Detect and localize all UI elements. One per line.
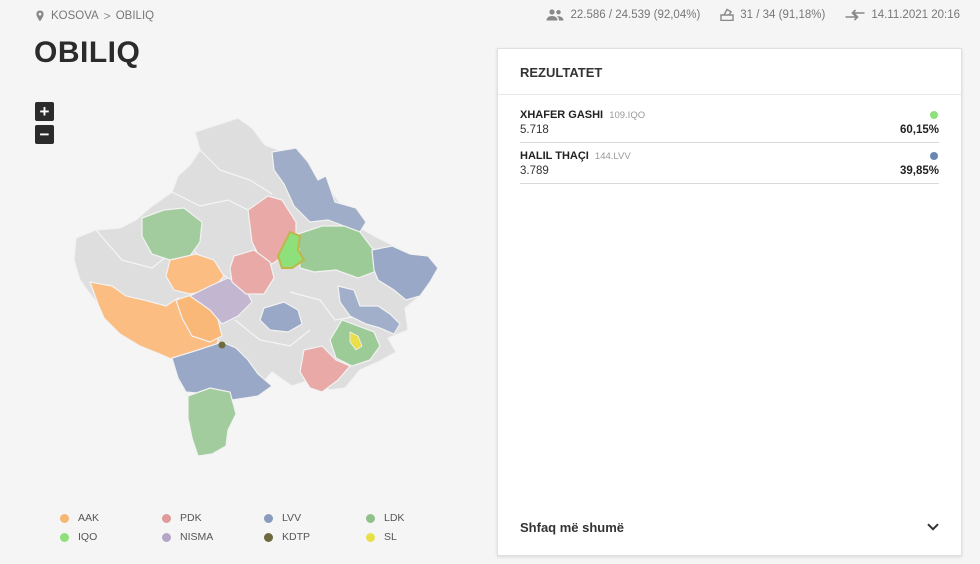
legend: AAK PDK LVV LDK IQO NISMA KDTP SL bbox=[60, 512, 480, 543]
kosovo-municipality-map[interactable] bbox=[60, 110, 460, 470]
legend-label: AAK bbox=[78, 512, 100, 524]
breadcrumb-separator: > bbox=[103, 9, 111, 23]
legend-item-aak: AAK bbox=[60, 512, 162, 524]
results-heading: REZULTATET bbox=[498, 49, 961, 95]
legend-dot bbox=[162, 513, 171, 523]
legend-item-kdtp: KDTP bbox=[264, 531, 366, 543]
map-region-ldk-west[interactable] bbox=[141, 207, 203, 261]
legend-label: NISMA bbox=[180, 531, 214, 543]
map-region-lvv-center[interactable] bbox=[259, 301, 303, 333]
stations-value: 31 / 34 (91,18%) bbox=[740, 8, 826, 21]
legend-label: SL bbox=[384, 531, 397, 543]
candidate-votes: 3.789 bbox=[520, 165, 549, 177]
map-region-kdtp[interactable] bbox=[218, 341, 226, 349]
legend-dot bbox=[366, 532, 375, 542]
voters-stat: 22.586 / 24.539 (92,04%) bbox=[546, 9, 700, 21]
legend-dot bbox=[60, 532, 69, 542]
candidate-percent: 39,85% bbox=[899, 165, 939, 177]
candidate-votes: 5.718 bbox=[520, 124, 549, 136]
voters-value: 22.586 / 24.539 (92,04%) bbox=[570, 8, 701, 21]
location-pin-icon bbox=[36, 10, 44, 22]
ballot-box-icon bbox=[720, 8, 734, 21]
map-region-lvv-east[interactable] bbox=[371, 245, 439, 301]
show-more-button[interactable]: Shfaq më shumë bbox=[520, 517, 939, 537]
legend-dot bbox=[264, 513, 273, 523]
updated-value: 14.11.2021 20:16 bbox=[871, 8, 960, 21]
legend-item-sl: SL bbox=[366, 531, 468, 543]
map-region-lvv-north[interactable] bbox=[271, 147, 367, 233]
candidate-code: 109.IQO bbox=[609, 110, 646, 121]
result-row[interactable]: HALIL THAÇI 144.LVV 3.789 39,85% bbox=[520, 148, 939, 184]
legend-label: IQO bbox=[78, 531, 98, 543]
legend-label: LVV bbox=[282, 512, 302, 524]
party-color-dot bbox=[930, 152, 938, 160]
candidate-name-line: XHAFER GASHI 109.IQO bbox=[520, 109, 645, 121]
swap-arrows-icon bbox=[845, 8, 865, 21]
candidate-percent: 60,15% bbox=[899, 124, 939, 136]
legend-item-pdk: PDK bbox=[162, 512, 264, 524]
zoom-in-button[interactable]: + bbox=[35, 102, 54, 121]
legend-dot bbox=[162, 532, 171, 542]
candidate-name-line: HALIL THAÇI 144.LVV bbox=[520, 150, 631, 162]
legend-dot bbox=[60, 513, 69, 523]
zoom-out-button[interactable]: − bbox=[35, 125, 54, 144]
candidate-code: 144.LVV bbox=[594, 151, 631, 162]
map-region-ldk-south[interactable] bbox=[187, 387, 237, 457]
stats-bar: 22.586 / 24.539 (92,04%) 31 / 34 (91,18%… bbox=[526, 8, 960, 21]
updated-stat: 14.11.2021 20:16 bbox=[845, 9, 960, 21]
candidate-name: HALIL THAÇI bbox=[520, 150, 589, 162]
page-title: OBILIQ bbox=[34, 36, 141, 69]
chevron-down-icon bbox=[927, 523, 939, 531]
stations-stat: 31 / 34 (91,18%) bbox=[720, 8, 825, 21]
map-borders bbox=[95, 149, 361, 347]
legend-item-ldk: LDK bbox=[366, 512, 468, 524]
legend-label: LDK bbox=[384, 512, 405, 524]
legend-item-nisma: NISMA bbox=[162, 531, 264, 543]
candidate-name: XHAFER GASHI bbox=[520, 109, 604, 121]
map-region-nisma[interactable] bbox=[188, 277, 253, 325]
breadcrumb-country[interactable]: KOSOVA bbox=[51, 10, 99, 22]
map-region-lvv-mid[interactable] bbox=[337, 285, 401, 335]
people-icon bbox=[546, 8, 564, 20]
legend-dot bbox=[366, 513, 375, 523]
party-color-dot bbox=[930, 111, 938, 119]
map-region-pdk-center[interactable] bbox=[229, 249, 275, 295]
map-region-iqo-obiliq[interactable] bbox=[276, 230, 306, 269]
legend-label: KDTP bbox=[282, 531, 311, 543]
legend-item-iqo: IQO bbox=[60, 531, 162, 543]
top-bar: KOSOVA > OBILIQ 22.586 / 24.539 (92,04%)… bbox=[0, 0, 980, 30]
map-region-sl[interactable] bbox=[349, 331, 363, 351]
breadcrumb: KOSOVA > OBILIQ bbox=[34, 9, 154, 23]
map-region-pdk-south[interactable] bbox=[299, 345, 351, 393]
show-more-label: Shfaq më shumë bbox=[520, 519, 625, 535]
breadcrumb-municipality[interactable]: OBILIQ bbox=[115, 10, 155, 22]
results-panel: REZULTATET XHAFER GASHI 109.IQO 5.718 60… bbox=[497, 48, 962, 556]
result-row[interactable]: XHAFER GASHI 109.IQO 5.718 60,15% bbox=[520, 107, 939, 143]
legend-item-lvv: LVV bbox=[264, 512, 366, 524]
results-list: XHAFER GASHI 109.IQO 5.718 60,15% HALIL … bbox=[498, 95, 961, 184]
legend-label: PDK bbox=[180, 512, 202, 524]
legend-dot bbox=[264, 532, 273, 542]
